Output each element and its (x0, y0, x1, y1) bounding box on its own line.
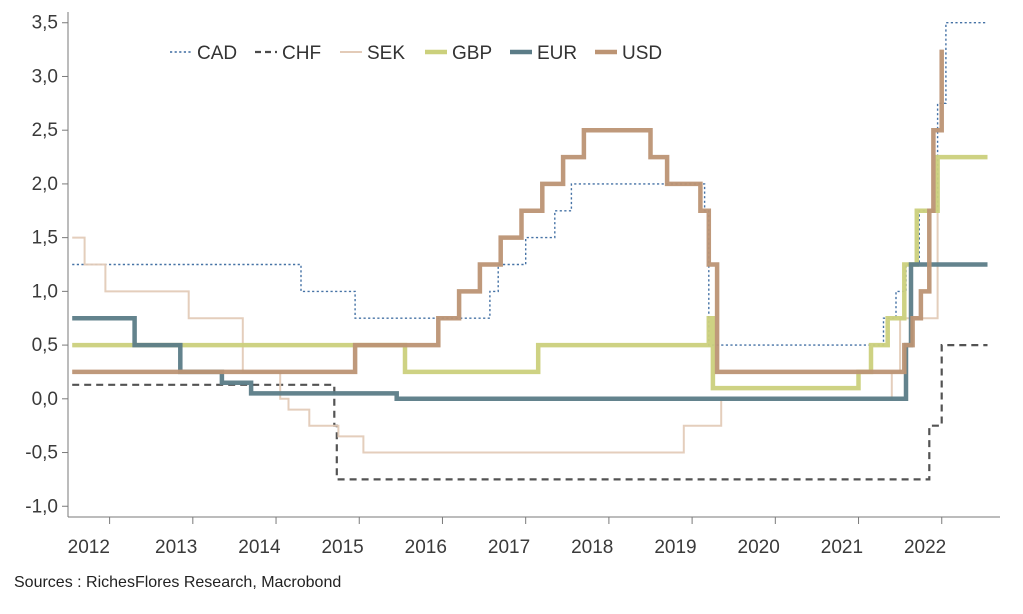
legend-label-eur: EUR (537, 43, 577, 64)
x-tick-label: 2013 (155, 537, 197, 558)
series-line-usd (72, 49, 944, 375)
y-tick-label: 3,0 (32, 66, 58, 87)
series-line-sek (72, 210, 939, 454)
series-line-eur (72, 262, 988, 402)
y-tick-label: 1,5 (32, 228, 58, 249)
x-tick-label: 2017 (488, 537, 530, 558)
x-tick-label: 2022 (904, 537, 946, 558)
x-tick-label: 2016 (405, 537, 447, 558)
legend-label-usd: USD (622, 43, 662, 64)
legend-label-gbp: GBP (452, 43, 492, 64)
series-line-cad (72, 22, 988, 346)
chart: -1,0 -0,5 0,0 0,5 1,0 1,5 2,0 2,5 3,0 3,5 2012 2013… (25, 12, 1000, 558)
source-note: Sources : RichesFlores Research, Macrobo… (14, 574, 342, 591)
legend-label-cad: CAD (197, 43, 237, 64)
legend-label-chf: CHF (282, 43, 321, 64)
y-tick-label: 1,0 (32, 281, 58, 302)
legend: CAD CHF SEK GBP EUR USD (170, 43, 662, 64)
x-tick-label: 2014 (238, 537, 281, 558)
axes: -1,0 -0,5 0,0 0,5 1,0 1,5 2,0 2,5 3,0 3,5 2012 2013… (25, 12, 1000, 558)
y-tick-label: 2,5 (32, 120, 58, 141)
y-tick-label: 0,5 (32, 335, 58, 356)
series-layer (72, 22, 988, 481)
series-line-gbp (72, 154, 988, 391)
legend-label-sek: SEK (367, 43, 405, 64)
y-tick-label: 3,5 (32, 13, 58, 34)
x-tick-label: 2018 (571, 537, 613, 558)
x-tick-label: 2012 (68, 537, 110, 558)
x-tick-label: 2019 (654, 537, 696, 558)
y-tick-label: -0,5 (25, 443, 58, 464)
x-tick-label: 2020 (738, 537, 780, 558)
x-tick-label: 2021 (821, 537, 863, 558)
series-line-chf (72, 344, 988, 481)
x-tick-label: 2015 (321, 537, 363, 558)
y-tick-label: 0,0 (32, 389, 58, 410)
y-tick-label: 2,0 (32, 174, 58, 195)
y-tick-label: -1,0 (25, 496, 58, 517)
